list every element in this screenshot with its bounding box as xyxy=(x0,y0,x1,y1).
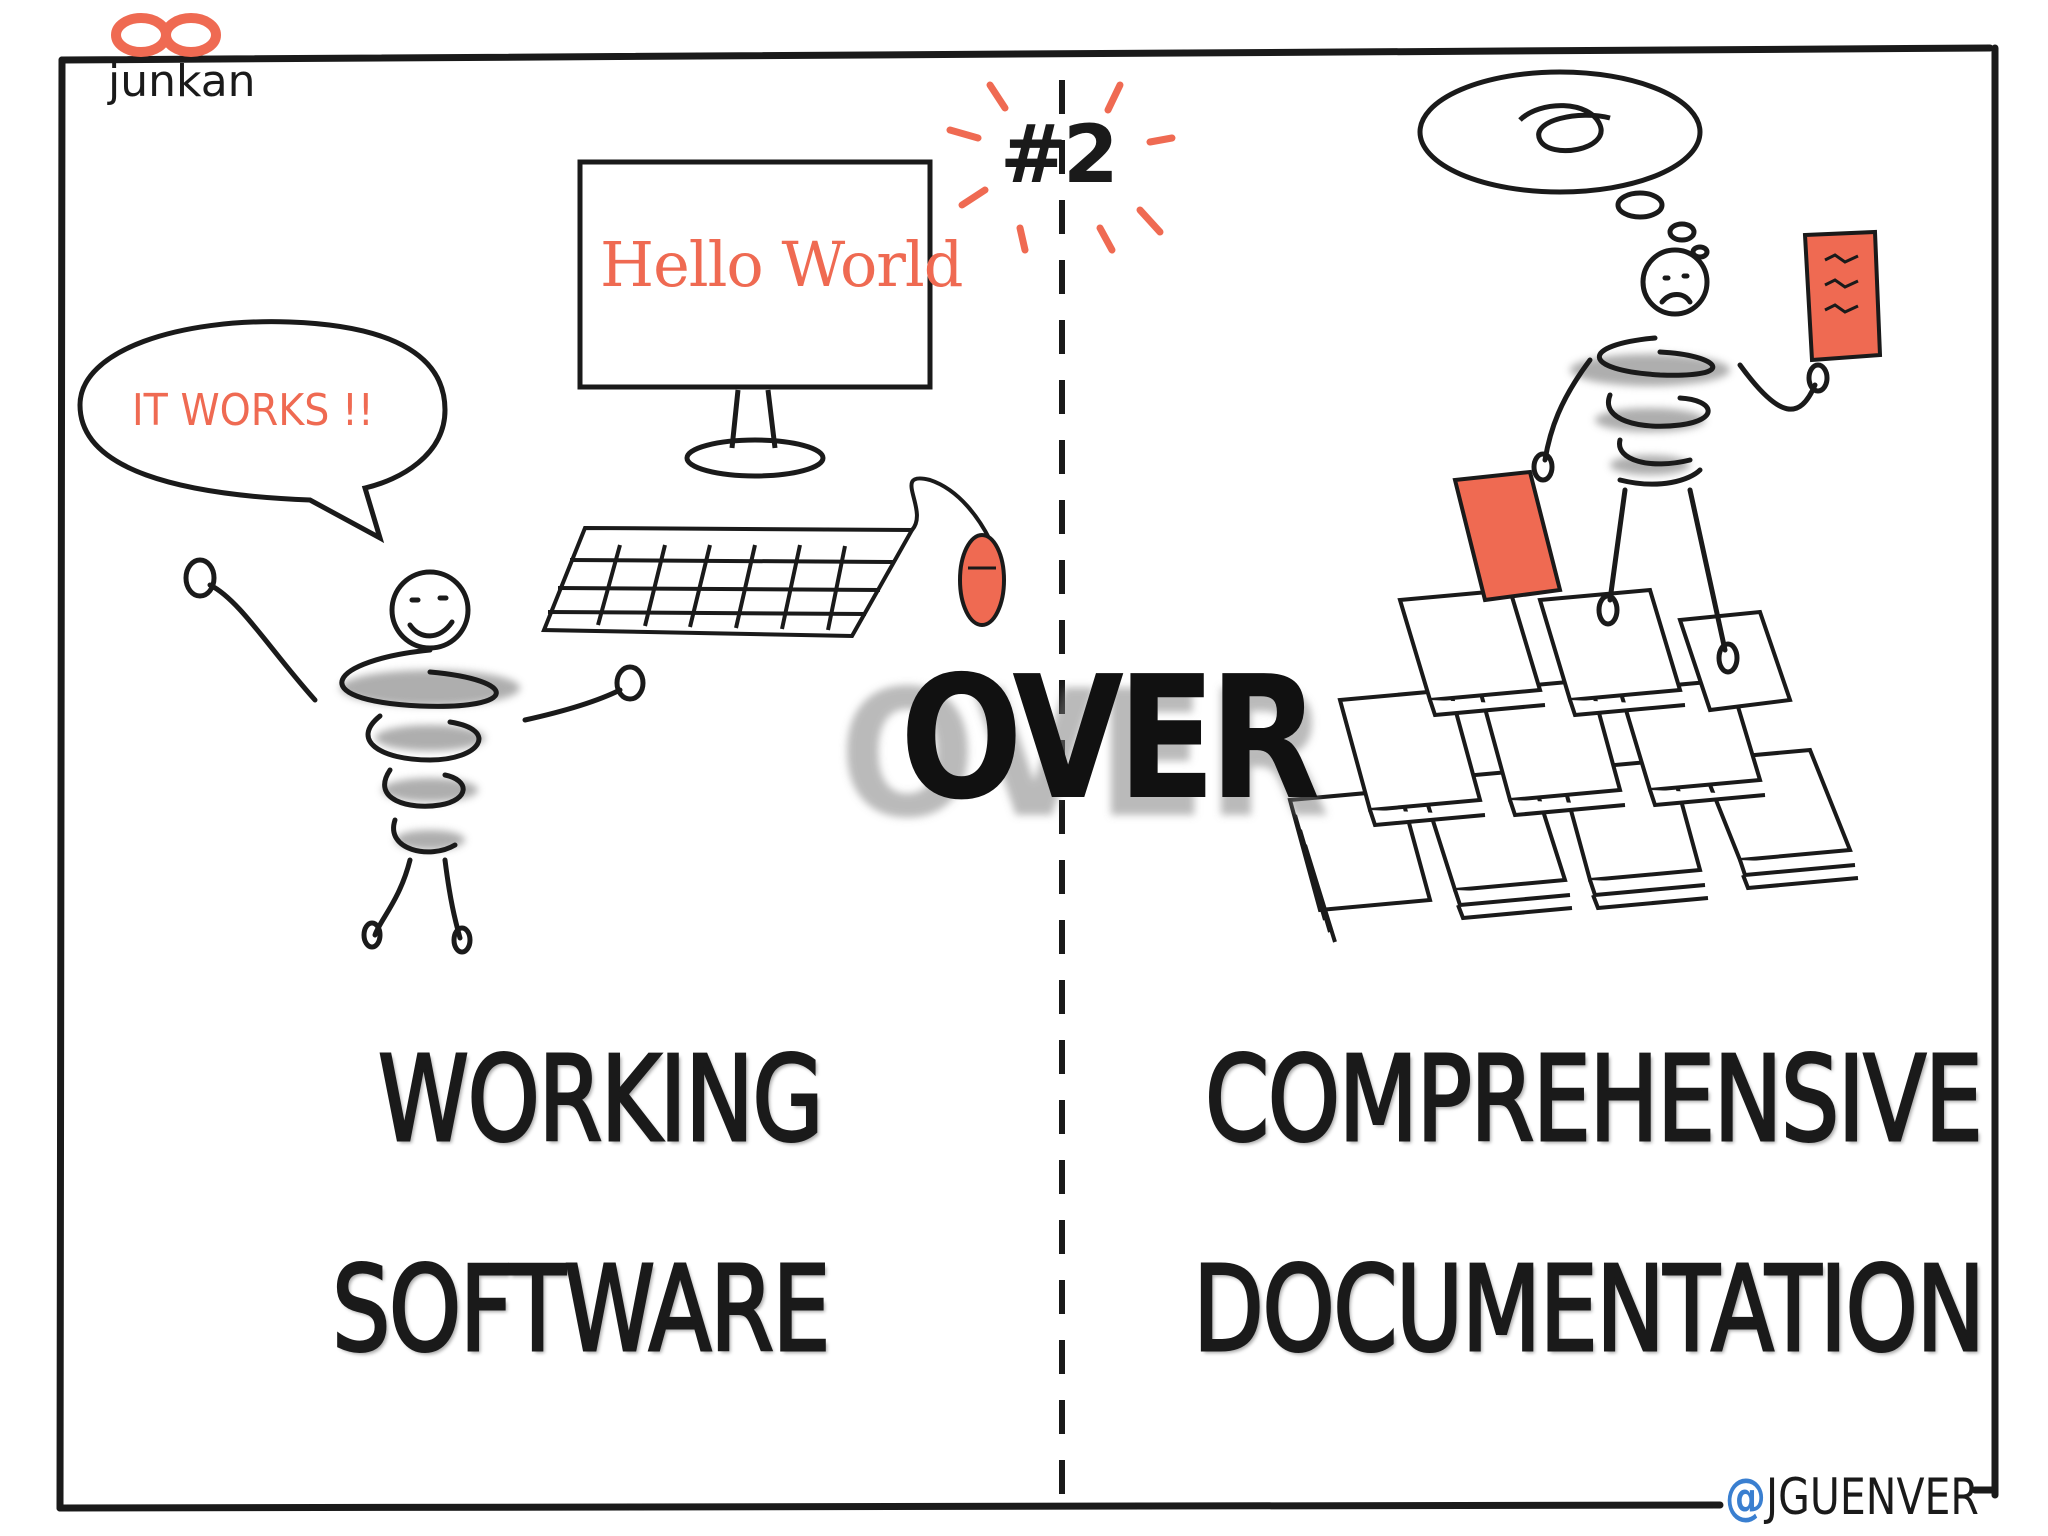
over-connector: OVER xyxy=(900,640,1320,838)
screen-text: Hello World xyxy=(600,228,963,301)
red-document-icon xyxy=(1802,229,1883,363)
author-credit: @JGUENVER xyxy=(1725,1468,1979,1526)
document-pile xyxy=(1287,587,1859,943)
number-badge: #2 xyxy=(1000,108,1119,201)
keyboard xyxy=(541,476,992,639)
svg-text:OVER: OVER xyxy=(839,653,1330,857)
red-document-stack xyxy=(1452,469,1563,603)
left-caption-line2: SOFTWARE xyxy=(331,1240,832,1378)
thought-bubble xyxy=(1417,69,1710,260)
speech-bubble xyxy=(77,319,448,544)
speech-bubble-text: IT WORKS !! xyxy=(132,385,374,436)
infinity-icon xyxy=(111,13,221,57)
mouse-icon xyxy=(958,533,1006,627)
right-caption-line1: COMPREHENSIVE xyxy=(1204,1030,1984,1168)
monitor xyxy=(577,159,933,479)
sad-developer xyxy=(1531,229,1883,675)
page-frame xyxy=(56,44,1999,1512)
author-handle: JGUENVER xyxy=(1766,1468,1979,1526)
over-shadow: OVER xyxy=(839,653,1330,857)
right-caption-line2: DOCUMENTATION xyxy=(1192,1240,1987,1378)
left-caption-line1: WORKING xyxy=(377,1030,825,1168)
at-symbol: @ xyxy=(1725,1468,1766,1526)
brand-name: junkan xyxy=(108,56,256,107)
happy-developer xyxy=(183,557,646,955)
burst-lines xyxy=(946,81,1176,254)
